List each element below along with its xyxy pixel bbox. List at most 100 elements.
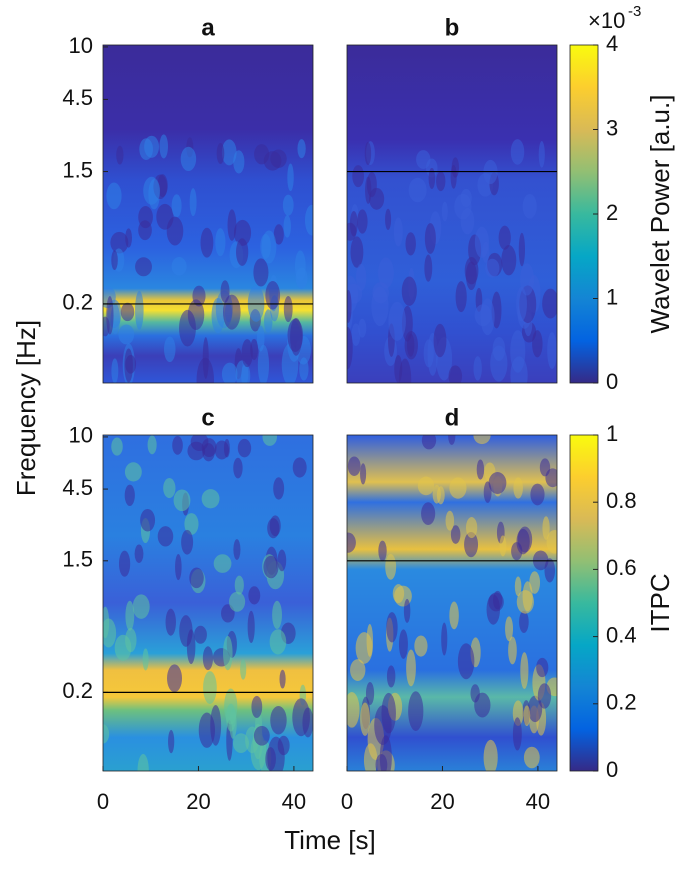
colorbar-label: ITPC [645,573,675,632]
heatmap-texture [474,226,489,258]
heatmap-texture [386,612,398,643]
heatmap-texture [187,441,206,461]
heatmap-texture [234,575,244,595]
heatmap-texture [386,665,396,688]
heatmap-texture [304,204,313,236]
heatmap-texture [421,502,436,526]
heatmap-texture [172,436,183,455]
heatmap-texture [269,629,287,655]
heatmap-texture [448,435,456,445]
heatmap-texture [414,635,428,657]
heatmap-texture [223,439,230,458]
colorbar-tick-label: 1 [606,284,618,309]
heatmap-texture [171,257,187,276]
heatmap-texture [522,193,537,219]
heatmap-texture [135,257,152,277]
heatmap-texture [408,691,424,731]
heatmap-texture [198,712,216,748]
heatmap-texture [237,438,252,458]
heatmap-texture [143,176,160,205]
heatmap-texture [120,302,135,322]
heatmap-texture [451,157,460,178]
heatmap-texture [240,659,247,680]
heatmap-texture [351,323,361,347]
colorbar-tick-label: 1 [606,421,618,446]
heatmap-texture [292,457,307,478]
heatmap-texture [118,324,135,345]
heatmap [347,45,557,383]
heatmap-texture [167,664,183,693]
heatmap-texture [450,525,461,544]
heatmap-texture [520,652,529,689]
x-tick-label: 0 [97,789,109,814]
x-axis-label: Time [s] [284,825,375,855]
heatmap-texture [248,586,261,605]
heatmap-texture [523,746,540,769]
heatmap-texture [124,462,142,482]
heatmap-texture [116,145,124,165]
heatmap-texture [111,250,118,271]
heatmap-texture [542,288,557,319]
heatmap-texture [372,282,389,304]
heatmap-texture [262,435,277,446]
y-tick-label: 10 [69,33,93,58]
heatmap-texture [512,717,522,751]
heatmap-texture [474,692,491,718]
heatmap-texture [366,624,374,657]
heatmap-texture [405,232,416,256]
x-tick-label: 0 [341,789,353,814]
heatmap-texture [203,671,217,704]
heatmap-texture [147,435,157,455]
heatmap-texture [448,365,463,383]
heatmap-texture [403,598,411,623]
heatmap-texture [445,510,455,531]
heatmap-texture [125,600,135,631]
heatmap-texture [270,705,287,735]
heatmap-texture [233,457,243,479]
heatmap-texture [364,141,372,166]
heatmap-texture [544,558,556,583]
heatmap-texture [490,345,508,382]
heatmap-texture [221,604,235,623]
heatmap-texture [518,232,526,267]
heatmap-texture [290,317,303,356]
heatmap-texture [163,478,176,499]
heatmap-texture [139,138,154,160]
heatmap-texture [103,618,117,648]
heatmap-texture [297,139,306,159]
heatmap-texture [283,215,291,238]
heatmap-texture [393,217,403,247]
heatmap-texture [138,220,152,241]
y-tick-label: 4.5 [62,85,93,110]
heatmap-texture [513,477,523,499]
heatmap-texture [106,182,122,210]
heatmap-texture [392,584,405,604]
y-tick-label: 1.5 [62,157,93,182]
colorbar-multiplier: ×10 [588,8,625,33]
heatmap-texture [347,222,357,241]
heatmap-texture [223,294,241,330]
heatmap-texture [241,339,253,368]
colorbar-tick-label: 0.4 [606,622,637,647]
heatmap-texture [140,508,156,532]
heatmap-texture [142,648,149,671]
heatmap-texture [347,532,356,553]
y-tick-label: 0.2 [62,290,93,315]
heatmap-texture [110,231,129,254]
heatmap-texture [114,634,132,661]
panel-title: a [201,14,215,41]
heatmap-texture [295,267,308,290]
heatmap-texture [360,463,367,485]
heatmap-texture [505,616,514,642]
y-tick-label: 1.5 [62,547,93,572]
heatmap-texture [449,601,459,630]
heatmap-texture [460,188,472,208]
heatmap-texture [464,531,479,558]
heatmap-texture [483,739,498,771]
heatmap-texture [542,516,550,540]
heatmap-texture [347,289,352,323]
heatmap-texture [171,194,182,218]
heatmap-texture [196,357,215,383]
heatmap-texture [498,225,511,250]
heatmap-texture [287,163,294,192]
